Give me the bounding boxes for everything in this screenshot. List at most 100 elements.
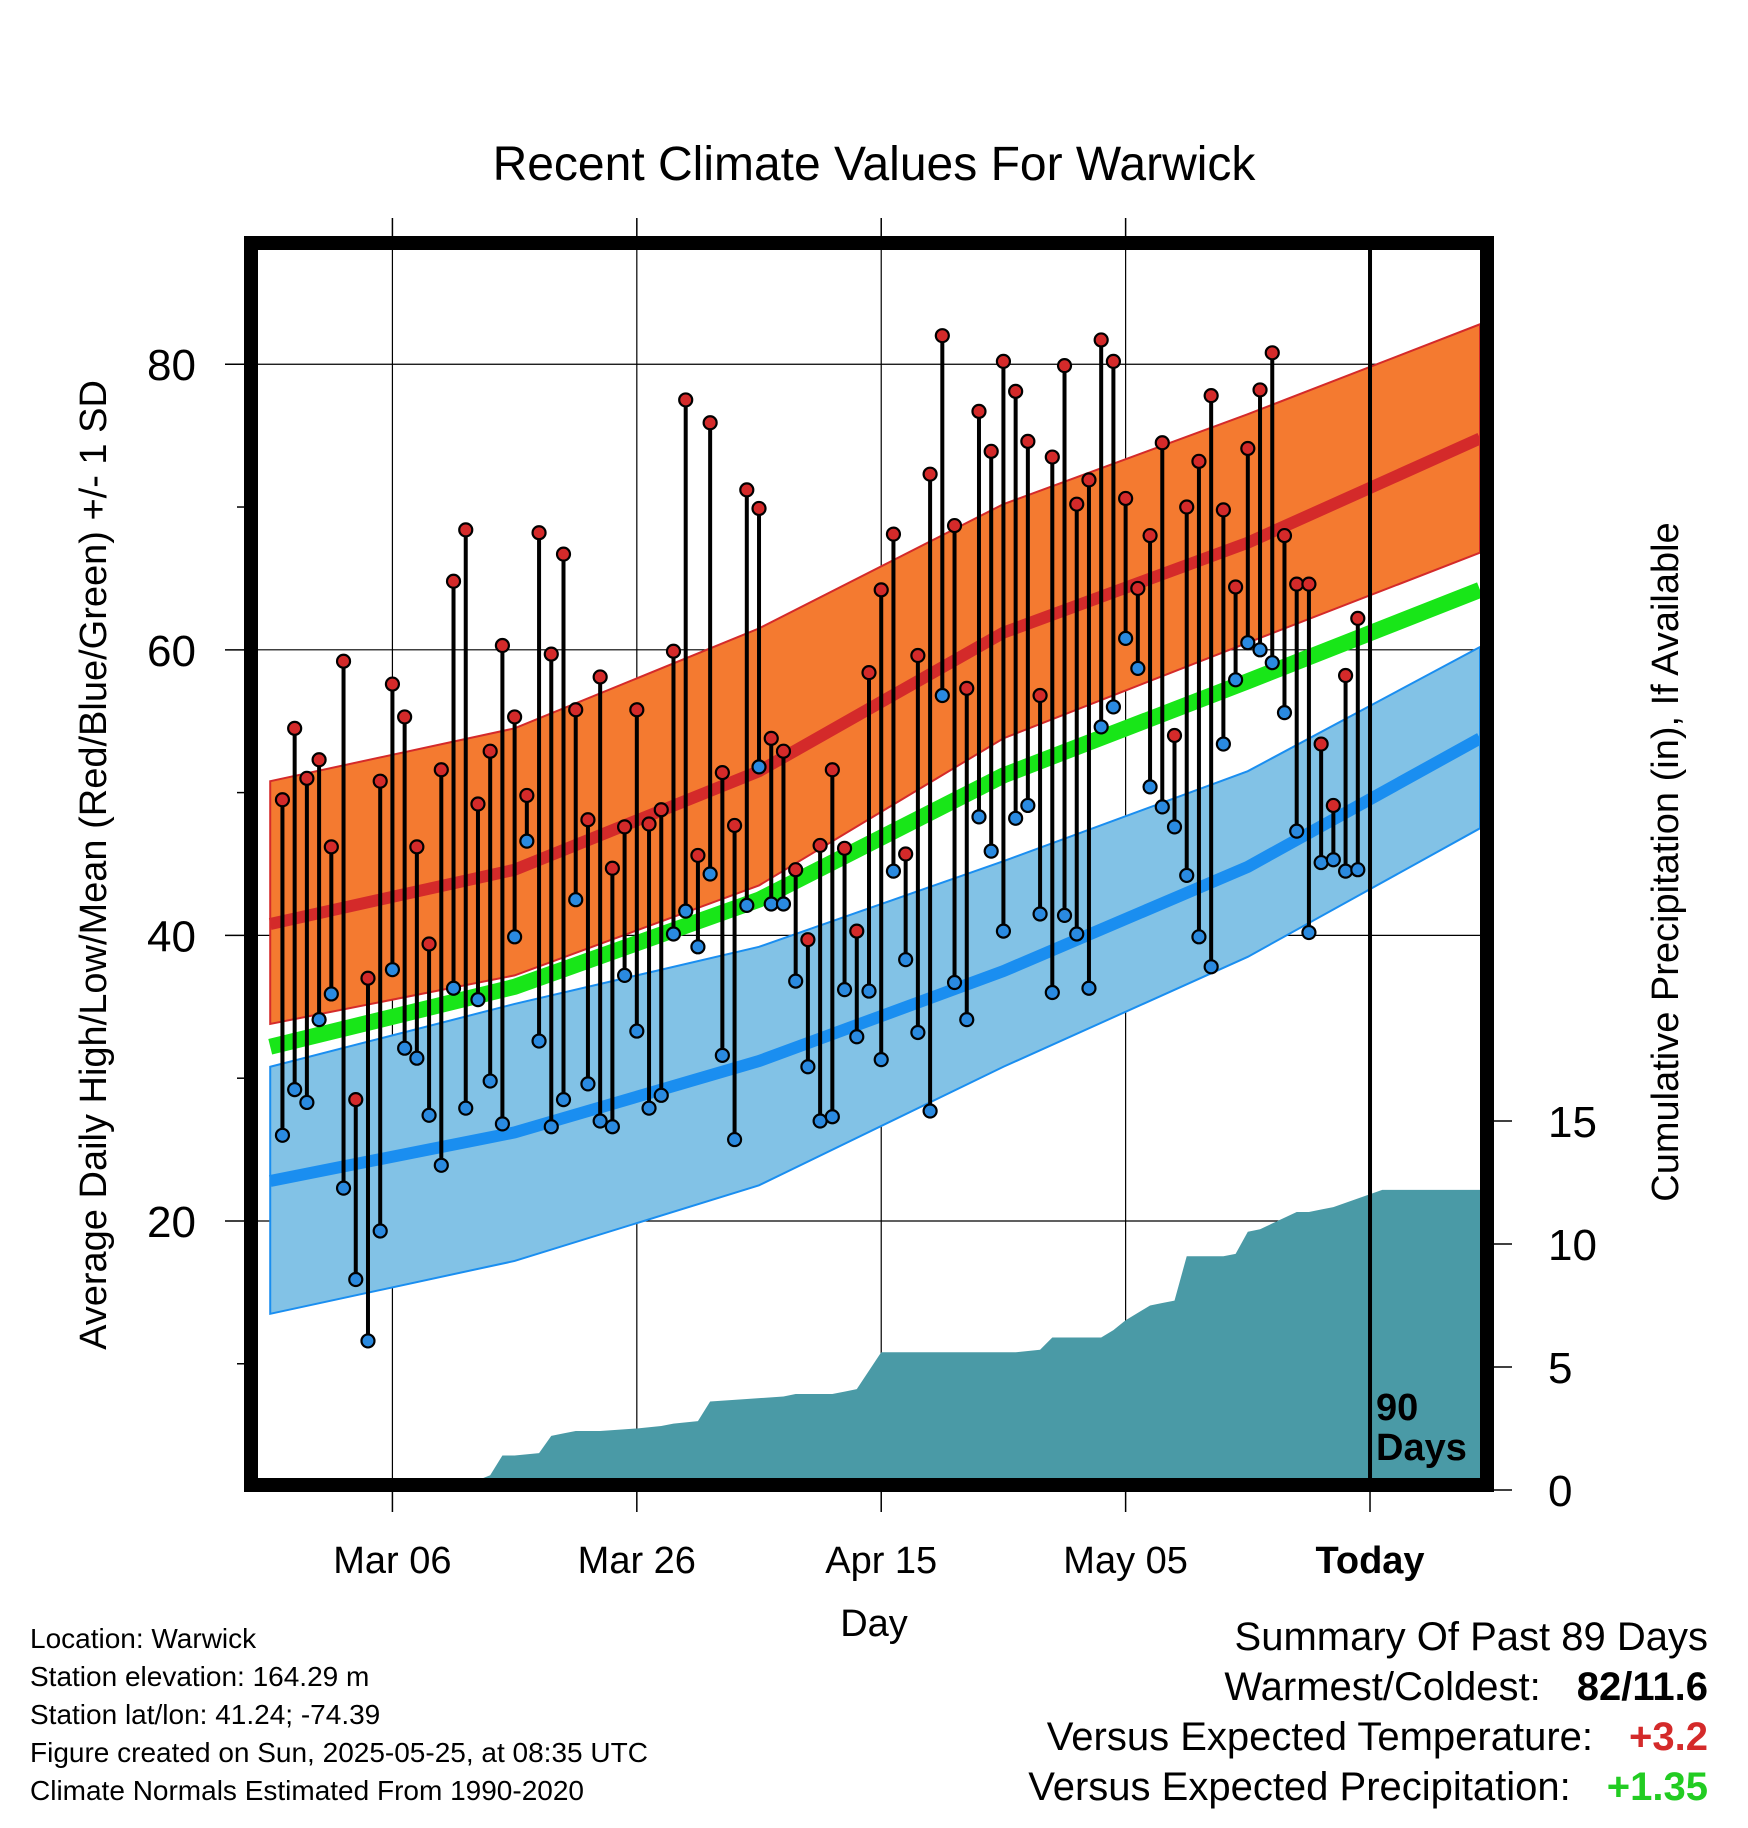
daily-low-point	[824, 1109, 840, 1125]
daily-high-point	[763, 730, 779, 746]
x-tick-label: Apr 15	[825, 1540, 937, 1582]
daily-low-point	[592, 1113, 608, 1129]
daily-low-point	[445, 980, 462, 996]
daily-low-point	[1056, 907, 1073, 924]
daily-low-point	[1008, 810, 1024, 826]
daily-low-point	[946, 974, 963, 991]
y-axis-label-right: Cumulative Precipitation (in), If Availa…	[1645, 522, 1687, 1201]
daily-high-point	[335, 653, 352, 669]
daily-high-point	[494, 637, 510, 654]
daily-low-point	[995, 923, 1012, 939]
daily-low-point	[702, 866, 718, 882]
y-tick-label-right: 5	[1548, 1344, 1572, 1393]
footer-latlon: Station lat/lon: 41.24; -74.39	[30, 1699, 381, 1730]
daily-low-point	[372, 1223, 388, 1239]
daily-high-point	[348, 1092, 364, 1108]
daily-high-point	[1081, 472, 1097, 488]
daily-high-point	[775, 743, 792, 759]
daily-high-point	[507, 709, 523, 725]
daily-high-point	[1301, 576, 1317, 592]
daily-low-point	[885, 863, 902, 879]
daily-low-point	[1093, 719, 1109, 735]
daily-low-point	[519, 833, 535, 849]
plot-frame	[244, 236, 1494, 1492]
daily-low-point	[1264, 655, 1280, 671]
footer-normals: Climate Normals Estimated From 1990-2020	[30, 1775, 584, 1806]
daily-low-point	[629, 1023, 645, 1039]
warmest-coldest-label: Warmest/Coldest:	[1224, 1665, 1541, 1709]
daily-high-point	[1313, 736, 1329, 752]
daily-high-point	[1093, 332, 1109, 348]
daily-low-point	[1276, 705, 1293, 721]
daily-high-point	[983, 443, 999, 459]
daily-high-point	[971, 403, 987, 419]
daily-high-point	[934, 328, 950, 344]
daily-low-point	[580, 1076, 596, 1092]
x-tick-label: Mar 26	[578, 1540, 696, 1582]
daily-high-point	[1056, 358, 1073, 374]
daily-low-point	[1203, 959, 1219, 975]
daily-high-point	[1032, 687, 1048, 704]
daily-low-point	[384, 962, 401, 978]
summary-precipitation: Versus Expected Precipitation: +1.35	[1028, 1762, 1708, 1812]
precipitation-value: +1.35	[1606, 1765, 1708, 1809]
daily-low-point	[1227, 672, 1244, 688]
daily-high-point	[702, 415, 718, 431]
daily-low-point	[616, 967, 633, 983]
daily-low-point	[409, 1050, 425, 1066]
daily-low-point	[507, 929, 523, 945]
daily-low-point	[531, 1033, 547, 1049]
warmest-coldest-value: 82/11.6	[1576, 1665, 1708, 1709]
temperature-label: Versus Expected Temperature:	[1046, 1715, 1594, 1759]
daily-low-point	[1301, 924, 1317, 941]
daily-low-point	[604, 1119, 620, 1135]
daily-high-point	[1020, 433, 1036, 449]
daily-low-point	[812, 1113, 828, 1129]
daily-high-point	[910, 647, 926, 664]
daily-low-point	[494, 1116, 510, 1132]
summary-title: Summary Of Past 89 Days	[1234, 1615, 1708, 1659]
daily-low-point	[1191, 929, 1207, 945]
daily-high-point	[1337, 667, 1354, 684]
daily-high-point	[946, 517, 963, 534]
daily-high-point	[1118, 490, 1134, 507]
daily-high-point	[690, 847, 706, 864]
daily-low-point	[861, 983, 877, 999]
daily-low-point	[959, 1012, 975, 1028]
daily-low-point	[836, 982, 853, 998]
daily-low-point	[568, 892, 584, 908]
daily-low-point	[421, 1107, 437, 1123]
daily-high-point	[531, 525, 547, 541]
daily-high-point	[885, 526, 902, 542]
daily-high-point	[873, 582, 889, 598]
daily-low-point	[775, 896, 792, 912]
daily-low-point	[971, 809, 987, 825]
daily-high-point	[482, 743, 498, 759]
daily-high-point	[604, 860, 620, 876]
y-tick-label-left: 40	[147, 912, 196, 961]
daily-low-point	[335, 1180, 352, 1196]
daily-high-point	[372, 773, 388, 789]
daily-high-point	[1203, 388, 1219, 404]
temperature-value: +3.2	[1629, 1715, 1708, 1759]
x-tick-label: May 05	[1063, 1540, 1188, 1582]
daily-low-point	[470, 992, 486, 1008]
plot-area	[258, 250, 1480, 1478]
daily-low-point	[739, 897, 755, 914]
daily-low-point	[653, 1087, 669, 1103]
y-tick-label-right: 10	[1548, 1221, 1597, 1270]
daily-high-point	[311, 752, 327, 768]
daily-high-point	[812, 837, 828, 854]
daily-low-point	[934, 687, 950, 704]
daily-high-point	[1008, 383, 1024, 399]
daily-high-point	[445, 573, 462, 589]
daily-high-point	[274, 792, 291, 808]
summary-temperature: Versus Expected Temperature: +3.2	[1028, 1712, 1708, 1762]
cumulative-precip-area	[483, 1189, 1480, 1478]
daily-low-point	[458, 1100, 474, 1116]
daily-low-point	[1350, 862, 1366, 878]
daily-low-point	[299, 1094, 315, 1111]
daily-high-point	[641, 816, 657, 832]
daily-high-point	[739, 482, 755, 498]
daily-high-point	[898, 846, 914, 862]
